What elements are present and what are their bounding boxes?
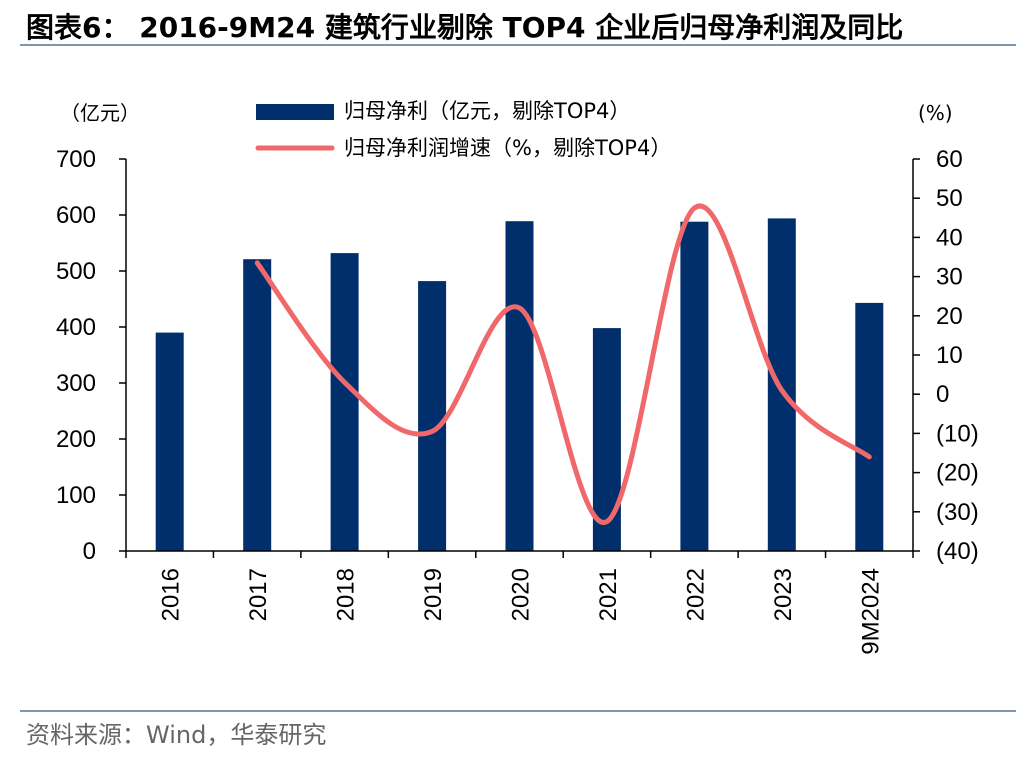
legend-bar-label: 归母净利（亿元，剔除TOP4） (344, 99, 630, 123)
bar-2018 (330, 253, 359, 551)
left-tick-label: 300 (56, 370, 96, 397)
x-tick-label-2017: 2017 (245, 568, 272, 621)
bar-9M2024 (855, 302, 884, 551)
legend-bar-swatch (256, 104, 334, 120)
bar-2016 (155, 332, 184, 551)
source-divider (20, 710, 1016, 712)
legend-line-label: 归母净利润增速（%，剔除TOP4） (344, 136, 671, 160)
x-tick-label-2019: 2019 (420, 568, 447, 621)
x-tick-label-2021: 2021 (595, 568, 622, 621)
right-tick-label: 50 (936, 185, 963, 212)
bar-2017 (243, 259, 272, 551)
source-note: 资料来源：Wind，华泰研究 (26, 721, 327, 749)
right-tick-label: 0 (936, 381, 949, 408)
left-tick-label: 400 (56, 314, 96, 341)
chart-title: 图表6： 2016-9M24 建筑行业剔除 TOP4 企业后归母净利润及同比 (26, 11, 904, 44)
title-divider (20, 44, 1016, 46)
left-tick-label: 700 (56, 146, 96, 173)
right-tick-label: 40 (936, 224, 963, 251)
bar-2023 (767, 218, 796, 551)
right-tick-label: 20 (936, 303, 963, 330)
chart-area: （亿元） (%) 归母净利（亿元，剔除TOP4） 归母净利润增速（%，剔除TOP4… (56, 99, 979, 655)
x-tick-label-2022: 2022 (682, 568, 709, 621)
right-tick-label: (20) (936, 460, 979, 487)
right-tick-label: 60 (936, 146, 963, 173)
bar-2020 (505, 221, 534, 551)
bar-2022 (680, 221, 709, 551)
right-axis-unit: (%) (918, 101, 953, 125)
right-tick-label: (40) (936, 538, 979, 565)
left-tick-label: 600 (56, 202, 96, 229)
x-tick-label-9M2024: 9M2024 (857, 568, 884, 655)
x-tick-label-2020: 2020 (508, 568, 535, 621)
growth-rate-line (254, 203, 872, 525)
bar-2019 (418, 281, 447, 551)
x-tick-label-2018: 2018 (333, 568, 360, 621)
left-tick-label: 100 (56, 482, 96, 509)
left-tick-label: 500 (56, 258, 96, 285)
right-tick-label: 10 (936, 342, 963, 369)
left-tick-label: 200 (56, 426, 96, 453)
left-tick-label: 0 (83, 538, 96, 565)
right-tick-label: (10) (936, 420, 979, 447)
x-tick-label-2023: 2023 (770, 568, 797, 621)
right-tick-label: (30) (936, 499, 979, 526)
bar-2021 (592, 328, 621, 551)
left-axis-unit: （亿元） (60, 101, 140, 125)
x-tick-label-2016: 2016 (158, 568, 185, 621)
right-tick-label: 30 (936, 264, 963, 291)
